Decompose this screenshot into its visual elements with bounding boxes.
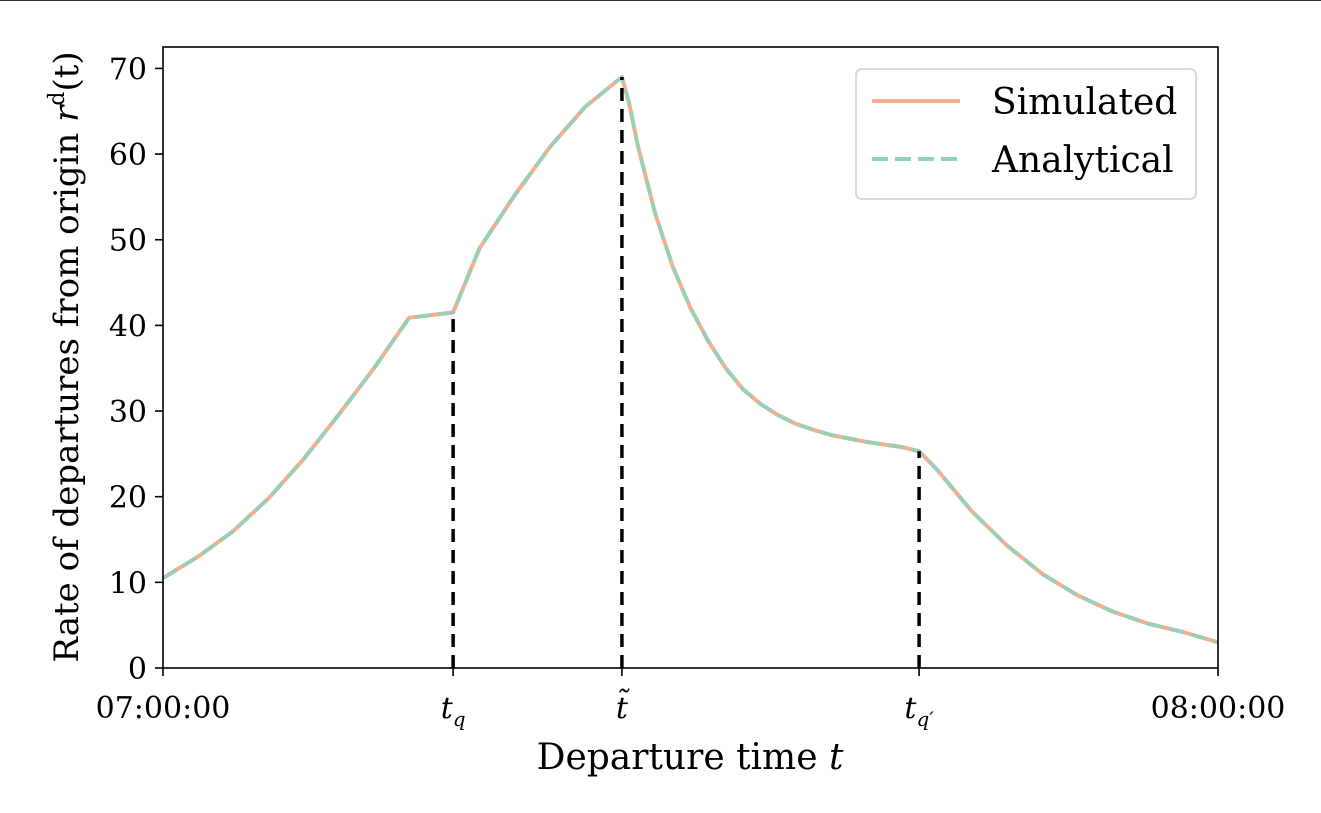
plot-frame [162,46,1219,669]
series-analytical-line [161,75,1219,645]
legend: Simulated Analytical [855,68,1197,200]
y-tick-label-70: 70 [109,52,147,87]
top-border [0,0,1321,1]
y-tick-label-10: 10 [109,566,147,601]
x-tick-label-2: t̃ [616,688,631,726]
x-tick-label-4: 08:00:00 [1151,691,1286,726]
y-axis-label: Rate of departures from origin rd(t) [45,51,87,662]
x-tick-label-3: tq′ [904,691,934,731]
y-tick-label-60: 60 [109,138,147,173]
x-tick-label-1: tq [441,691,466,731]
y-tick-label-20: 20 [109,481,147,516]
x-axis-label: Departure time t [537,737,844,778]
y-ticks: 0 10 20 30 40 50 60 70 [109,52,163,687]
x-ticks: 07:00:00 tq t̃ tq′ 08:00:00 [96,668,1286,731]
y-tick-label-50: 50 [109,224,147,259]
legend-analytical-label: Analytical [991,140,1174,181]
y-tick-label-40: 40 [109,309,147,344]
x-tick-label-0: 07:00:00 [96,691,231,726]
legend-simulated-label: Simulated [992,82,1177,123]
plot-layer [161,75,1219,668]
y-tick-label-0: 0 [128,652,147,687]
y-tick-label-30: 30 [109,395,147,430]
